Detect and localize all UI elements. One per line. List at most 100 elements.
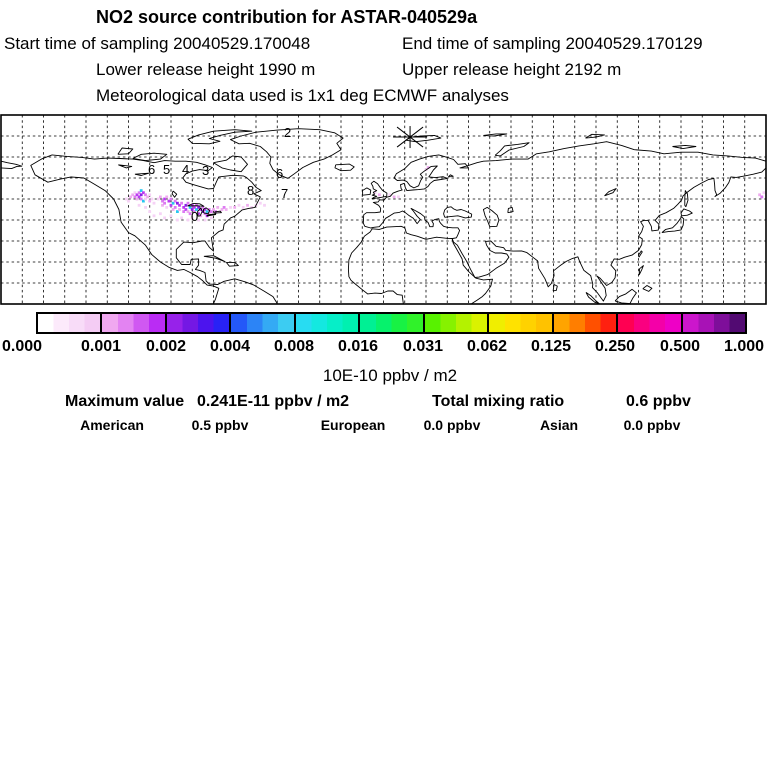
colorbar-tick-label: 0.002 <box>145 338 187 355</box>
colorbar-segment <box>618 314 683 332</box>
map-digit-annotation: 2 <box>284 125 291 140</box>
plume-cell <box>190 203 194 207</box>
plume-cell <box>233 206 237 209</box>
plume-cell <box>212 208 215 211</box>
plume-cells <box>125 166 766 222</box>
plume-cell <box>135 193 139 197</box>
plume-cell <box>152 214 156 218</box>
max-value-number: 0.241E-11 ppbv / m2 <box>197 393 350 410</box>
colorbar-segment <box>166 314 232 332</box>
map-digit-annotation: 6 <box>276 166 283 181</box>
plume-cell <box>148 193 152 197</box>
colorbar-tick-label: 0.500 <box>659 338 701 355</box>
plume-cell <box>142 199 145 203</box>
map-border <box>0 114 767 305</box>
page-title: NO2 source contribution for ASTAR-040529… <box>96 7 478 27</box>
map-digit-annotation: 5 <box>163 162 170 177</box>
plume-cell <box>137 203 141 207</box>
plume-cell <box>193 210 196 213</box>
plume-cell <box>169 214 173 218</box>
colorbar-tick-label: 0.016 <box>337 338 379 355</box>
plume-cell <box>216 206 220 209</box>
colorbar-segment <box>424 314 490 332</box>
max-value-label: Maximum value <box>65 393 185 410</box>
plume-cell <box>237 203 241 207</box>
plume-cell <box>144 206 147 209</box>
plume-cell <box>197 218 200 222</box>
plume-cell <box>758 193 761 197</box>
colorbar-tick-label: 0.001 <box>80 338 122 355</box>
map-graticule <box>1 115 766 304</box>
meteo-data-label: Meteorological data used is 1x1 deg ECMW… <box>96 86 509 105</box>
region-american-label: American <box>80 417 144 433</box>
plume-cell <box>182 210 186 213</box>
colorbar-segment <box>231 314 296 332</box>
map-digit-annotation: 6 <box>148 162 155 177</box>
colorbar-segment <box>102 314 167 332</box>
map-digit-annotation: 0 <box>191 209 198 224</box>
plume-cell <box>156 197 160 201</box>
plume-cell <box>146 195 149 199</box>
plume-cell <box>176 210 179 213</box>
total-mixing-ratio-value: 0.6 ppbv <box>626 393 691 410</box>
colorbar <box>36 312 747 334</box>
plume-cell <box>760 195 764 199</box>
plume-cell <box>258 201 262 205</box>
plume-cell <box>135 197 139 201</box>
plume-cell <box>171 201 175 205</box>
colorbar-segment <box>38 314 103 332</box>
plume-cell <box>203 218 207 222</box>
plume-cell <box>127 199 130 203</box>
plume-cell <box>246 203 249 207</box>
map-digit-annotation: 3 <box>202 163 209 178</box>
plume-cell <box>184 208 188 211</box>
plume-cell <box>163 201 166 205</box>
plume-cell <box>210 216 213 220</box>
colorbar-tick-label: 0.062 <box>466 338 508 355</box>
plume-cell <box>263 203 266 207</box>
plume-cell <box>131 193 135 197</box>
plume-cell <box>199 214 203 218</box>
total-mixing-ratio-label: Total mixing ratio <box>432 393 565 410</box>
plume-cell <box>144 193 147 197</box>
region-asian-value: 0.0 ppbv <box>623 417 681 433</box>
plume-cell <box>165 206 169 209</box>
colorbar-tick-label: 0.250 <box>594 338 636 355</box>
plume-cell <box>197 206 200 209</box>
plume-cell <box>201 206 205 209</box>
plume-cell <box>229 206 232 209</box>
plume-cell <box>207 208 211 211</box>
plume-cell <box>188 212 192 216</box>
plume-cell <box>178 208 181 211</box>
plume-cell <box>161 199 164 203</box>
plume-cell <box>159 212 162 216</box>
plume-cell <box>180 216 183 220</box>
colorbar-tick-label: 1.000 <box>723 338 765 355</box>
plume-cell <box>197 212 200 216</box>
colorbar-unit-label: 10E-10 ppbv / m2 <box>322 366 458 385</box>
plume-cell <box>377 193 381 197</box>
plume-cell <box>144 197 147 201</box>
plume-cell <box>169 203 173 207</box>
map-digit-annotation: 4 <box>182 162 189 177</box>
plume-cell <box>205 210 209 213</box>
plume-cell <box>250 206 254 209</box>
plume-cell <box>137 191 141 195</box>
plume-cell <box>186 218 190 222</box>
plume-cell <box>167 199 171 203</box>
region-european-label: European <box>320 417 386 433</box>
region-european-value: 0.0 ppbv <box>423 417 481 433</box>
plume-cell <box>125 197 128 201</box>
plume-cell <box>222 206 226 209</box>
colorbar-tick-label: 0.125 <box>530 338 572 355</box>
plume-cell <box>207 212 211 216</box>
plume-cell <box>173 206 177 209</box>
plume-cell <box>159 195 162 199</box>
plume-cell <box>184 203 188 207</box>
plume-cell <box>139 193 143 197</box>
plume-cell <box>137 195 141 199</box>
plume-cell <box>193 206 196 209</box>
plume-cell <box>163 216 166 220</box>
plume-cell <box>148 210 152 213</box>
